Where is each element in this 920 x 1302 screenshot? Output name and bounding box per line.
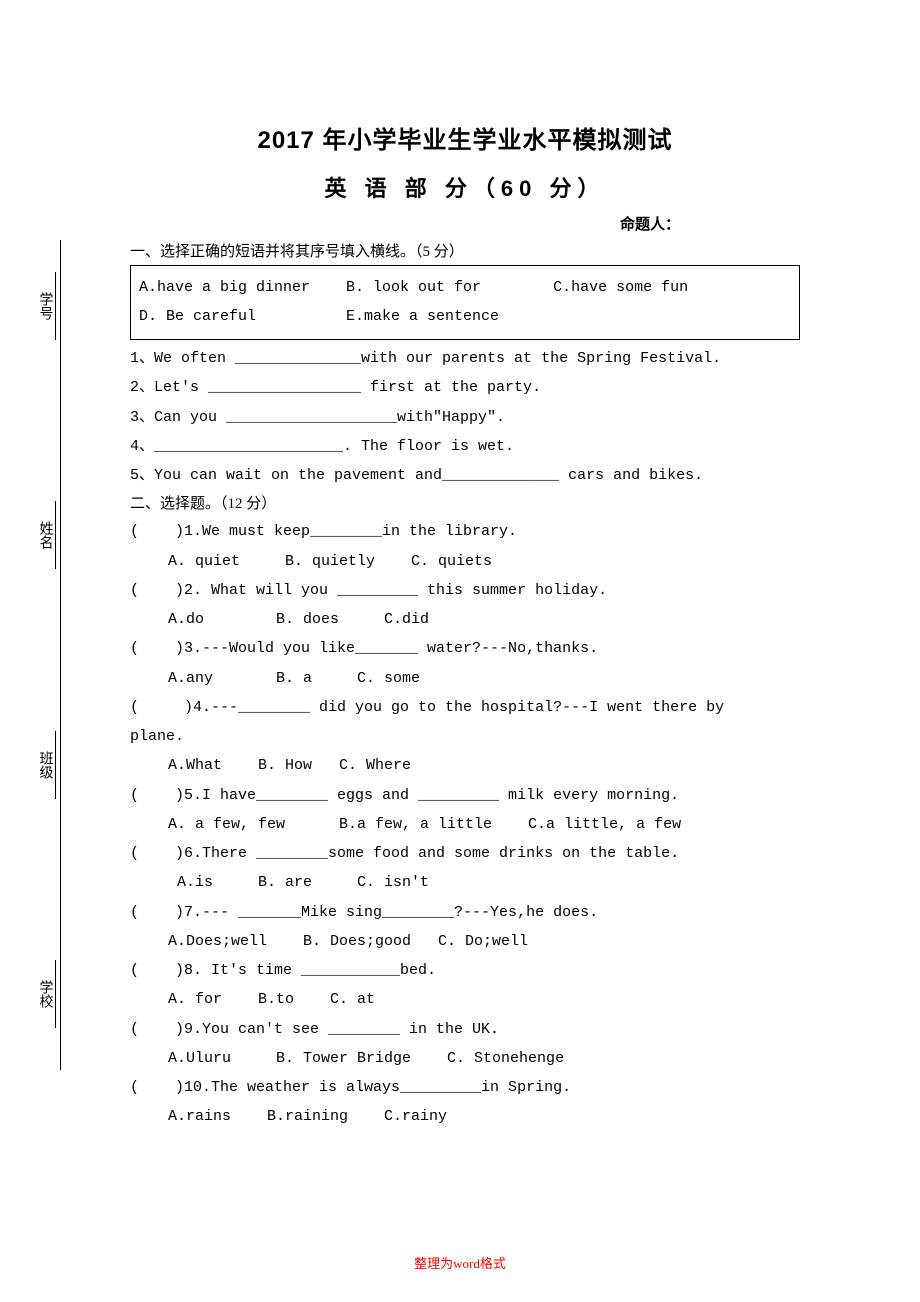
q2-10-opts: A.rains B.raining C.rainy [130,1102,800,1131]
q2-7-opts: A.Does;well B. Does;good C. Do;well [130,927,800,956]
q2-5-opts: A. a few, few B.a few, a little C.a litt… [130,810,800,839]
q2-6-opts: A.is B. are C. isn't [130,868,800,897]
q2-10-stem: ( )10.The weather is always_________in S… [130,1073,800,1102]
q2-4-cont: plane. [130,722,800,751]
q1-1: 1、We often ______________with our parent… [130,344,800,373]
q2-6-stem: ( )6.There ________some food and some dr… [130,839,800,868]
q2-5-stem: ( )5.I have________ eggs and _________ m… [130,781,800,810]
q1-5: 5、You can wait on the pavement and______… [130,461,800,490]
footer-suffix: 格式 [480,1256,506,1271]
q2-8-opts: A. for B.to C. at [130,985,800,1014]
options-line1: A.have a big dinner B. look out for C.ha… [139,279,688,296]
q2-3-stem: ( )3.---Would you like_______ water?---N… [130,634,800,663]
footer: 整理为word格式 [0,1253,920,1272]
q2-3-opts: A.any B. a C. some [130,664,800,693]
q1-3: 3、Can you ___________________with"Happy"… [130,403,800,432]
page-content: 2017 年小学毕业生学业水平模拟测试 英 语 部 分（60 分） 命题人： 一… [0,0,920,1172]
q2-7-stem: ( )7.--- _______Mike sing________?---Yes… [130,898,800,927]
q2-2-opts: A.do B. does C.did [130,605,800,634]
q2-4-stem: ( )4.---________ did you go to the hospi… [130,693,800,722]
q2-2-stem: ( )2. What will you _________ this summe… [130,576,800,605]
q2-8-stem: ( )8. It's time ___________bed. [130,956,800,985]
q2-9-opts: A.Uluru B. Tower Bridge C. Stonehenge [130,1044,800,1073]
footer-word: word [453,1256,480,1271]
q2-9-stem: ( )9.You can't see ________ in the UK. [130,1015,800,1044]
sub-title: 英 语 部 分（60 分） [130,171,800,203]
q2-4-opts: A.What B. How C. Where [130,751,800,780]
options-box: A.have a big dinner B. look out for C.ha… [130,265,800,340]
footer-text-red: 整理为 [414,1256,453,1271]
options-line2: D. Be careful E.make a sentence [139,308,499,325]
section2-header: 二、选择题。（12 分） [130,492,800,513]
main-title: 2017 年小学毕业生学业水平模拟测试 [130,120,800,155]
q2-1-opts: A. quiet B. quietly C. quiets [130,547,800,576]
q1-4: 4、_____________________. The floor is we… [130,432,800,461]
section1-header: 一、选择正确的短语并将其序号填入横线。（5 分） [130,240,800,261]
q1-2: 2、Let's _________________ first at the p… [130,373,800,402]
q2-1-stem: ( )1.We must keep________in the library. [130,517,800,546]
author-label: 命题人： [130,213,800,234]
